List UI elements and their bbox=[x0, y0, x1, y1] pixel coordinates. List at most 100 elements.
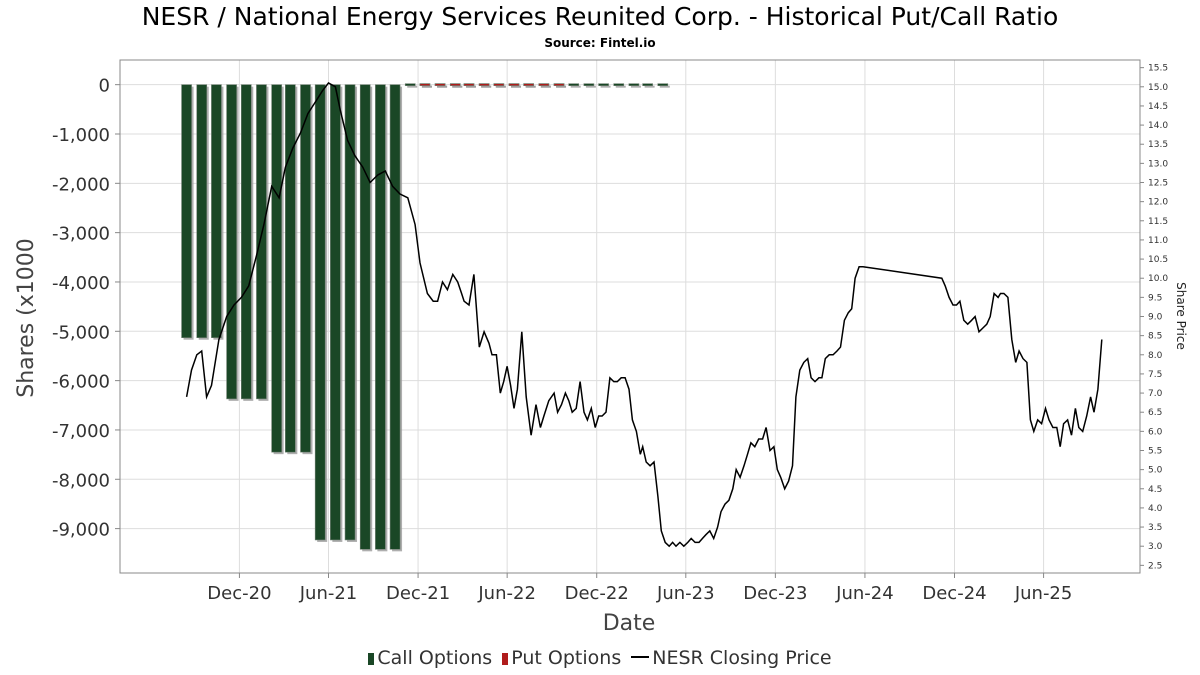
legend-item-call: Call Options bbox=[368, 647, 492, 669]
x-tick-label: Dec-20 bbox=[207, 583, 271, 604]
y2-tick-label: 6.0 bbox=[1148, 427, 1163, 437]
legend-item-price: NESR Closing Price bbox=[631, 647, 832, 669]
y-tick-label: -2,000 bbox=[52, 174, 110, 195]
y-tick-label: -1,000 bbox=[52, 125, 110, 146]
put-bar-shadow bbox=[452, 85, 463, 88]
y2-tick-label: 7.5 bbox=[1148, 370, 1162, 380]
call-bar-shadow bbox=[600, 85, 611, 88]
legend-item-put: Put Options bbox=[502, 647, 621, 669]
put-bar-shadow bbox=[540, 85, 551, 88]
put-bar bbox=[434, 83, 446, 86]
price-line-icon bbox=[631, 656, 650, 658]
x-axis-label: Date bbox=[603, 611, 656, 636]
y2-tick-label: 13.0 bbox=[1148, 159, 1168, 169]
call-bar bbox=[344, 84, 356, 541]
call-bar-shadow bbox=[615, 85, 626, 88]
call-bar-shadow bbox=[644, 85, 655, 88]
call-bar bbox=[389, 84, 401, 550]
call-bar bbox=[226, 84, 237, 400]
y2-tick-label: 9.5 bbox=[1148, 293, 1162, 303]
y2-tick-label: 12.0 bbox=[1148, 198, 1168, 208]
x-tick-label: Dec-22 bbox=[565, 583, 629, 604]
legend-label-put: Put Options bbox=[511, 647, 622, 669]
y2-tick-label: 14.0 bbox=[1148, 121, 1168, 131]
x-tick-label: Jun-21 bbox=[299, 583, 358, 604]
call-bar-shadow bbox=[585, 85, 596, 88]
put-bar-shadow bbox=[511, 85, 522, 88]
y2-tick-label: 13.5 bbox=[1148, 140, 1168, 150]
y-tick-label: -9,000 bbox=[52, 520, 110, 541]
y2-tick-label: 5.5 bbox=[1148, 446, 1162, 456]
chart-subtitle: Source: Fintel.io bbox=[544, 36, 656, 50]
y2-tick-label: 15.0 bbox=[1148, 83, 1168, 93]
put-bar bbox=[493, 83, 505, 86]
call-bar bbox=[211, 84, 222, 339]
call-swatch-icon bbox=[368, 653, 375, 665]
y2-tick-label: 10.5 bbox=[1148, 255, 1168, 265]
y2-tick-label: 10.0 bbox=[1148, 274, 1168, 284]
y2-tick-label: 3.0 bbox=[1148, 542, 1163, 552]
axes bbox=[115, 59, 1144, 578]
x-tick-label: Jun-25 bbox=[1014, 583, 1073, 604]
put-bar-shadow bbox=[525, 85, 536, 88]
y-axis-label: Shares (x1000 bbox=[14, 238, 39, 398]
put-bar bbox=[449, 83, 461, 86]
put-bar-shadow bbox=[481, 85, 492, 88]
y2-tick-label: 11.0 bbox=[1148, 236, 1168, 246]
put-option-bars bbox=[419, 83, 567, 88]
call-bar-shadow bbox=[630, 85, 641, 88]
price-line-group bbox=[185, 82, 1103, 548]
call-bar bbox=[598, 83, 609, 86]
put-bar bbox=[508, 83, 520, 86]
put-bar-shadow bbox=[465, 85, 476, 88]
call-bar bbox=[404, 83, 416, 86]
call-bar-shadow bbox=[570, 85, 581, 88]
call-bar bbox=[628, 83, 640, 86]
call-bar bbox=[256, 84, 267, 400]
y2-tick-label: 4.5 bbox=[1148, 485, 1162, 495]
put-bar bbox=[478, 83, 490, 86]
call-bar-shadow bbox=[407, 85, 418, 88]
y2-tick-label: 12.5 bbox=[1148, 179, 1168, 189]
y-tick-label: -3,000 bbox=[52, 224, 110, 245]
y2-axis-tick-labels: 2.5 3.0 3.5 4.0 4.5 5.0 5.5 6.0 6.5 7.0 7.5 8.0 8.5 9… bbox=[1148, 64, 1168, 572]
x-tick-label: Jun-23 bbox=[656, 583, 715, 604]
y-tick-label: -7,000 bbox=[52, 421, 110, 442]
call-option-bars bbox=[181, 83, 670, 552]
y-tick-label: -5,000 bbox=[52, 322, 110, 343]
legend: Call Options Put Options NESR Closing Pr… bbox=[0, 647, 1200, 669]
call-bar bbox=[359, 84, 371, 550]
y2-axis-label: Share Price bbox=[1174, 282, 1188, 350]
put-bar-shadow bbox=[495, 85, 506, 88]
put-bar-shadow bbox=[421, 85, 432, 88]
put-bar bbox=[553, 83, 565, 86]
put-bar-shadow bbox=[556, 85, 567, 88]
call-bar bbox=[657, 83, 669, 86]
y-tick-label: -4,000 bbox=[52, 273, 110, 294]
call-bar bbox=[271, 84, 282, 453]
y2-tick-label: 15.5 bbox=[1148, 64, 1168, 74]
legend-label-call: Call Options bbox=[377, 647, 493, 669]
y2-tick-label: 4.0 bbox=[1148, 504, 1163, 514]
call-bar bbox=[568, 83, 580, 86]
put-bar bbox=[419, 83, 431, 86]
call-bar bbox=[613, 83, 625, 86]
y2-tick-label: 3.5 bbox=[1148, 523, 1162, 533]
x-tick-label: Dec-23 bbox=[743, 583, 807, 604]
y2-tick-label: 6.5 bbox=[1148, 408, 1162, 418]
put-bar bbox=[538, 83, 550, 86]
call-bar bbox=[240, 84, 252, 400]
y2-tick-label: 11.5 bbox=[1148, 217, 1168, 227]
call-bar bbox=[583, 83, 595, 86]
call-bar bbox=[642, 83, 653, 86]
call-bar bbox=[285, 84, 296, 453]
put-bar bbox=[463, 83, 475, 86]
price-line bbox=[185, 82, 1103, 548]
chart-title: NESR / National Energy Services Reunited… bbox=[141, 2, 1059, 31]
y2-tick-label: 5.0 bbox=[1148, 466, 1163, 476]
y-tick-label: -6,000 bbox=[52, 372, 110, 393]
y2-tick-label: 2.5 bbox=[1148, 561, 1162, 571]
put-bar bbox=[523, 83, 534, 86]
y-axis-tick-labels: 0 -1,000 -2,000 -3,000 -4,000 -5,000 -6,000 -7,… bbox=[52, 76, 110, 541]
